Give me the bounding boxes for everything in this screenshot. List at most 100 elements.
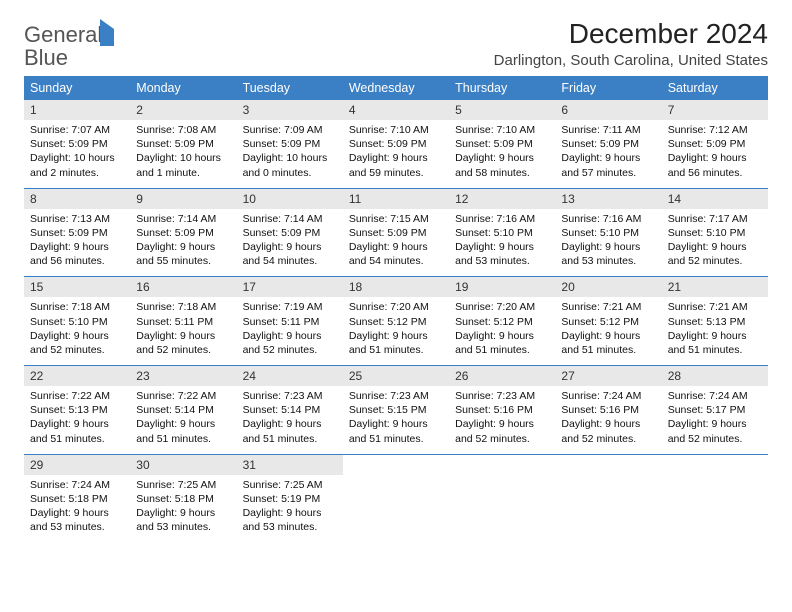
sunrise-text: Sunrise: 7:21 AM: [561, 300, 655, 314]
weekday-wednesday: Wednesday: [343, 76, 449, 100]
day-content-cell: Sunrise: 7:18 AMSunset: 5:10 PMDaylight:…: [24, 297, 130, 365]
day-number-cell: [662, 454, 768, 475]
day-number-cell: 17: [237, 277, 343, 298]
daylight-text: Daylight: 9 hours and 51 minutes.: [349, 417, 443, 445]
sunrise-text: Sunrise: 7:10 AM: [349, 123, 443, 137]
sunset-text: Sunset: 5:13 PM: [30, 403, 124, 417]
day-content-cell: Sunrise: 7:18 AMSunset: 5:11 PMDaylight:…: [130, 297, 236, 365]
day-content-row: Sunrise: 7:18 AMSunset: 5:10 PMDaylight:…: [24, 297, 768, 365]
sunset-text: Sunset: 5:15 PM: [349, 403, 443, 417]
sunset-text: Sunset: 5:18 PM: [30, 492, 124, 506]
sunset-text: Sunset: 5:13 PM: [668, 315, 762, 329]
sunset-text: Sunset: 5:18 PM: [136, 492, 230, 506]
day-content-row: Sunrise: 7:13 AMSunset: 5:09 PMDaylight:…: [24, 209, 768, 277]
sunrise-text: Sunrise: 7:21 AM: [668, 300, 762, 314]
day-number-cell: 4: [343, 100, 449, 120]
daylight-text: Daylight: 9 hours and 57 minutes.: [561, 151, 655, 179]
day-number-row: 22232425262728: [24, 366, 768, 387]
sunset-text: Sunset: 5:14 PM: [243, 403, 337, 417]
day-content-cell: [662, 475, 768, 549]
day-number-row: 891011121314: [24, 188, 768, 209]
sunset-text: Sunset: 5:09 PM: [349, 226, 443, 240]
daylight-text: Daylight: 9 hours and 51 minutes.: [455, 329, 549, 357]
daylight-text: Daylight: 9 hours and 51 minutes.: [668, 329, 762, 357]
sunset-text: Sunset: 5:09 PM: [243, 137, 337, 151]
day-content-cell: Sunrise: 7:25 AMSunset: 5:18 PMDaylight:…: [130, 475, 236, 549]
sunrise-text: Sunrise: 7:10 AM: [455, 123, 549, 137]
day-number-cell: 15: [24, 277, 130, 298]
day-content-cell: Sunrise: 7:13 AMSunset: 5:09 PMDaylight:…: [24, 209, 130, 277]
sunrise-text: Sunrise: 7:24 AM: [30, 478, 124, 492]
sunrise-text: Sunrise: 7:15 AM: [349, 212, 443, 226]
sunrise-text: Sunrise: 7:13 AM: [30, 212, 124, 226]
day-content-cell: Sunrise: 7:16 AMSunset: 5:10 PMDaylight:…: [449, 209, 555, 277]
day-number-cell: 20: [555, 277, 661, 298]
sunset-text: Sunset: 5:12 PM: [561, 315, 655, 329]
logo-word1: General: [24, 22, 102, 47]
sunrise-text: Sunrise: 7:22 AM: [136, 389, 230, 403]
header: General Blue December 2024 Darlington, S…: [24, 18, 768, 70]
logo-triangle-icon: [100, 19, 114, 46]
daylight-text: Daylight: 9 hours and 59 minutes.: [349, 151, 443, 179]
weekday-header-row: Sunday Monday Tuesday Wednesday Thursday…: [24, 76, 768, 100]
day-content-cell: [555, 475, 661, 549]
sunrise-text: Sunrise: 7:19 AM: [243, 300, 337, 314]
day-number-cell: 25: [343, 366, 449, 387]
day-number-cell: 2: [130, 100, 236, 120]
sunrise-text: Sunrise: 7:24 AM: [561, 389, 655, 403]
sunset-text: Sunset: 5:09 PM: [668, 137, 762, 151]
day-number-cell: 26: [449, 366, 555, 387]
weekday-friday: Friday: [555, 76, 661, 100]
sunrise-text: Sunrise: 7:20 AM: [349, 300, 443, 314]
sunset-text: Sunset: 5:09 PM: [30, 226, 124, 240]
day-number-cell: 31: [237, 454, 343, 475]
weekday-thursday: Thursday: [449, 76, 555, 100]
daylight-text: Daylight: 9 hours and 52 minutes.: [455, 417, 549, 445]
day-number-cell: 7: [662, 100, 768, 120]
daylight-text: Daylight: 9 hours and 51 minutes.: [243, 417, 337, 445]
sunset-text: Sunset: 5:12 PM: [349, 315, 443, 329]
day-number-cell: 10: [237, 188, 343, 209]
sunrise-text: Sunrise: 7:17 AM: [668, 212, 762, 226]
day-content-cell: Sunrise: 7:15 AMSunset: 5:09 PMDaylight:…: [343, 209, 449, 277]
day-number-row: 1234567: [24, 100, 768, 120]
day-number-cell: [555, 454, 661, 475]
sunset-text: Sunset: 5:16 PM: [561, 403, 655, 417]
day-content-cell: Sunrise: 7:24 AMSunset: 5:18 PMDaylight:…: [24, 475, 130, 549]
sunset-text: Sunset: 5:10 PM: [30, 315, 124, 329]
sunset-text: Sunset: 5:19 PM: [243, 492, 337, 506]
sunset-text: Sunset: 5:09 PM: [136, 137, 230, 151]
daylight-text: Daylight: 10 hours and 2 minutes.: [30, 151, 124, 179]
day-content-cell: Sunrise: 7:16 AMSunset: 5:10 PMDaylight:…: [555, 209, 661, 277]
day-content-cell: Sunrise: 7:17 AMSunset: 5:10 PMDaylight:…: [662, 209, 768, 277]
weekday-sunday: Sunday: [24, 76, 130, 100]
day-number-cell: 5: [449, 100, 555, 120]
day-content-cell: Sunrise: 7:21 AMSunset: 5:13 PMDaylight:…: [662, 297, 768, 365]
day-number-cell: 1: [24, 100, 130, 120]
day-number-cell: 12: [449, 188, 555, 209]
day-content-cell: [343, 475, 449, 549]
day-content-cell: Sunrise: 7:21 AMSunset: 5:12 PMDaylight:…: [555, 297, 661, 365]
location: Darlington, South Carolina, United State…: [494, 52, 768, 69]
sunrise-text: Sunrise: 7:16 AM: [455, 212, 549, 226]
daylight-text: Daylight: 10 hours and 1 minute.: [136, 151, 230, 179]
sunrise-text: Sunrise: 7:23 AM: [455, 389, 549, 403]
sunset-text: Sunset: 5:12 PM: [455, 315, 549, 329]
sunrise-text: Sunrise: 7:08 AM: [136, 123, 230, 137]
daylight-text: Daylight: 9 hours and 53 minutes.: [30, 506, 124, 534]
day-content-cell: Sunrise: 7:24 AMSunset: 5:17 PMDaylight:…: [662, 386, 768, 454]
day-number-cell: 27: [555, 366, 661, 387]
daylight-text: Daylight: 9 hours and 52 minutes.: [30, 329, 124, 357]
day-number-cell: 14: [662, 188, 768, 209]
day-content-cell: Sunrise: 7:14 AMSunset: 5:09 PMDaylight:…: [130, 209, 236, 277]
day-content-cell: Sunrise: 7:14 AMSunset: 5:09 PMDaylight:…: [237, 209, 343, 277]
day-content-cell: Sunrise: 7:23 AMSunset: 5:16 PMDaylight:…: [449, 386, 555, 454]
sunrise-text: Sunrise: 7:11 AM: [561, 123, 655, 137]
sunrise-text: Sunrise: 7:24 AM: [668, 389, 762, 403]
sunrise-text: Sunrise: 7:25 AM: [243, 478, 337, 492]
sunrise-text: Sunrise: 7:14 AM: [136, 212, 230, 226]
sunset-text: Sunset: 5:10 PM: [455, 226, 549, 240]
daylight-text: Daylight: 9 hours and 55 minutes.: [136, 240, 230, 268]
daylight-text: Daylight: 9 hours and 54 minutes.: [243, 240, 337, 268]
day-content-cell: Sunrise: 7:24 AMSunset: 5:16 PMDaylight:…: [555, 386, 661, 454]
